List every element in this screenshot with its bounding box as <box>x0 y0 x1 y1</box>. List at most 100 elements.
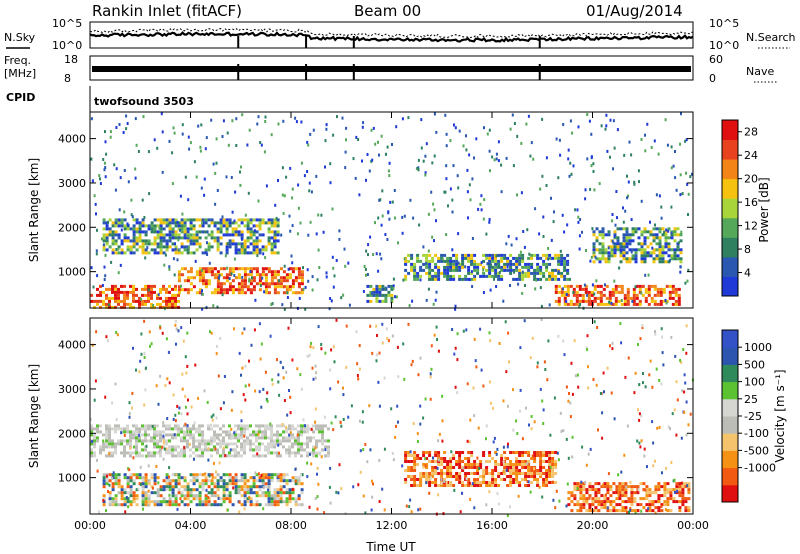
echo-cell <box>207 479 211 483</box>
echo-cell <box>294 500 298 504</box>
echo-cell <box>189 242 193 246</box>
echo-cell <box>655 248 659 252</box>
echo-cell <box>344 264 347 268</box>
echo-cell <box>246 442 249 446</box>
echo-cell <box>595 236 599 240</box>
echo-cell <box>171 305 174 309</box>
echo-cell <box>628 260 632 264</box>
echo-cell <box>237 291 241 295</box>
echo-cell <box>521 270 524 274</box>
echo-cell <box>118 123 121 126</box>
echo-cell <box>568 392 570 395</box>
echo-cell <box>111 230 115 234</box>
echo-cell <box>168 493 171 497</box>
echo-cell <box>164 253 167 257</box>
echo-cell <box>315 427 318 431</box>
echo-cell <box>557 334 560 338</box>
echo-cell <box>446 469 450 472</box>
echo-cell <box>655 236 659 240</box>
echo-cell <box>680 481 683 485</box>
echo-cell <box>622 242 626 246</box>
echo-cell <box>437 256 441 260</box>
echo-cell <box>139 465 142 469</box>
echo-cell <box>139 359 142 363</box>
echo-cell <box>222 442 225 446</box>
echo-cell <box>428 478 432 481</box>
echo-cell <box>104 166 107 169</box>
echo-cell <box>425 472 429 475</box>
echo-cell <box>114 479 118 483</box>
echo-cell <box>625 236 629 240</box>
echo-cell <box>604 260 608 264</box>
echo-cell <box>458 451 462 454</box>
echo-cell <box>422 454 426 457</box>
echo-cell <box>227 143 230 147</box>
echo-cell <box>267 448 270 452</box>
echo-cell <box>288 445 291 449</box>
echo-cell <box>270 494 274 498</box>
echo-cell <box>165 439 168 443</box>
echo-cell <box>114 445 117 449</box>
echo-cell <box>554 463 558 466</box>
echo-cell <box>108 424 111 428</box>
echo-cell <box>470 472 474 475</box>
echo-cell <box>445 233 448 237</box>
echo-cell <box>494 478 498 481</box>
echo-cell <box>162 221 166 225</box>
echo-cell <box>575 302 579 306</box>
echo-cell <box>674 293 678 297</box>
echo-cell <box>428 259 432 263</box>
echo-cell <box>410 466 414 469</box>
echo-cell <box>177 329 180 333</box>
echo-cell <box>533 460 537 463</box>
echo-cell <box>321 424 324 428</box>
echo-cell <box>231 270 235 274</box>
echo-cell <box>572 164 575 168</box>
echo-cell <box>128 468 131 472</box>
echo-cell <box>607 233 611 237</box>
echo-cell <box>570 172 573 176</box>
echo-cell <box>291 279 295 283</box>
echo-cell <box>105 433 108 437</box>
echo-cell <box>590 290 594 294</box>
echo-cell <box>433 154 436 158</box>
echo-cell <box>279 439 282 443</box>
echo-cell <box>674 150 676 153</box>
echo-cell <box>527 466 531 469</box>
echo-cell <box>378 404 381 408</box>
echo-cell <box>630 488 634 492</box>
echo-cell <box>542 454 546 457</box>
echo-cell <box>183 218 187 222</box>
echo-cell <box>424 397 427 401</box>
echo-cell <box>461 265 465 269</box>
echo-cell <box>380 257 383 261</box>
echo-cell <box>270 221 274 225</box>
echo-cell <box>435 290 438 294</box>
echo-cell <box>264 476 268 480</box>
echo-cell <box>129 476 133 480</box>
echo-cell <box>288 389 290 392</box>
echo-cell <box>270 476 274 480</box>
echo-cell <box>545 253 549 257</box>
echo-cell <box>246 497 250 501</box>
echo-cell <box>491 484 495 487</box>
echo-cell <box>631 233 635 237</box>
echo-cell <box>162 236 166 240</box>
echo-cell <box>254 471 257 475</box>
echo-cell <box>374 221 376 225</box>
echo-cell <box>330 348 333 352</box>
echo-cell <box>500 253 504 257</box>
echo-cell <box>132 230 136 234</box>
echo-cell <box>473 506 476 510</box>
echo-cell <box>307 143 310 147</box>
echo-cell <box>267 476 271 480</box>
echo-cell <box>464 478 468 481</box>
echo-cell <box>228 430 231 434</box>
echo-cell <box>395 424 397 428</box>
echo-cell <box>673 490 676 494</box>
echo-cell <box>578 305 581 308</box>
echo-cell <box>291 285 295 289</box>
echo-cell <box>141 454 144 458</box>
echo-cell <box>563 284 567 288</box>
echo-cell <box>386 337 389 340</box>
